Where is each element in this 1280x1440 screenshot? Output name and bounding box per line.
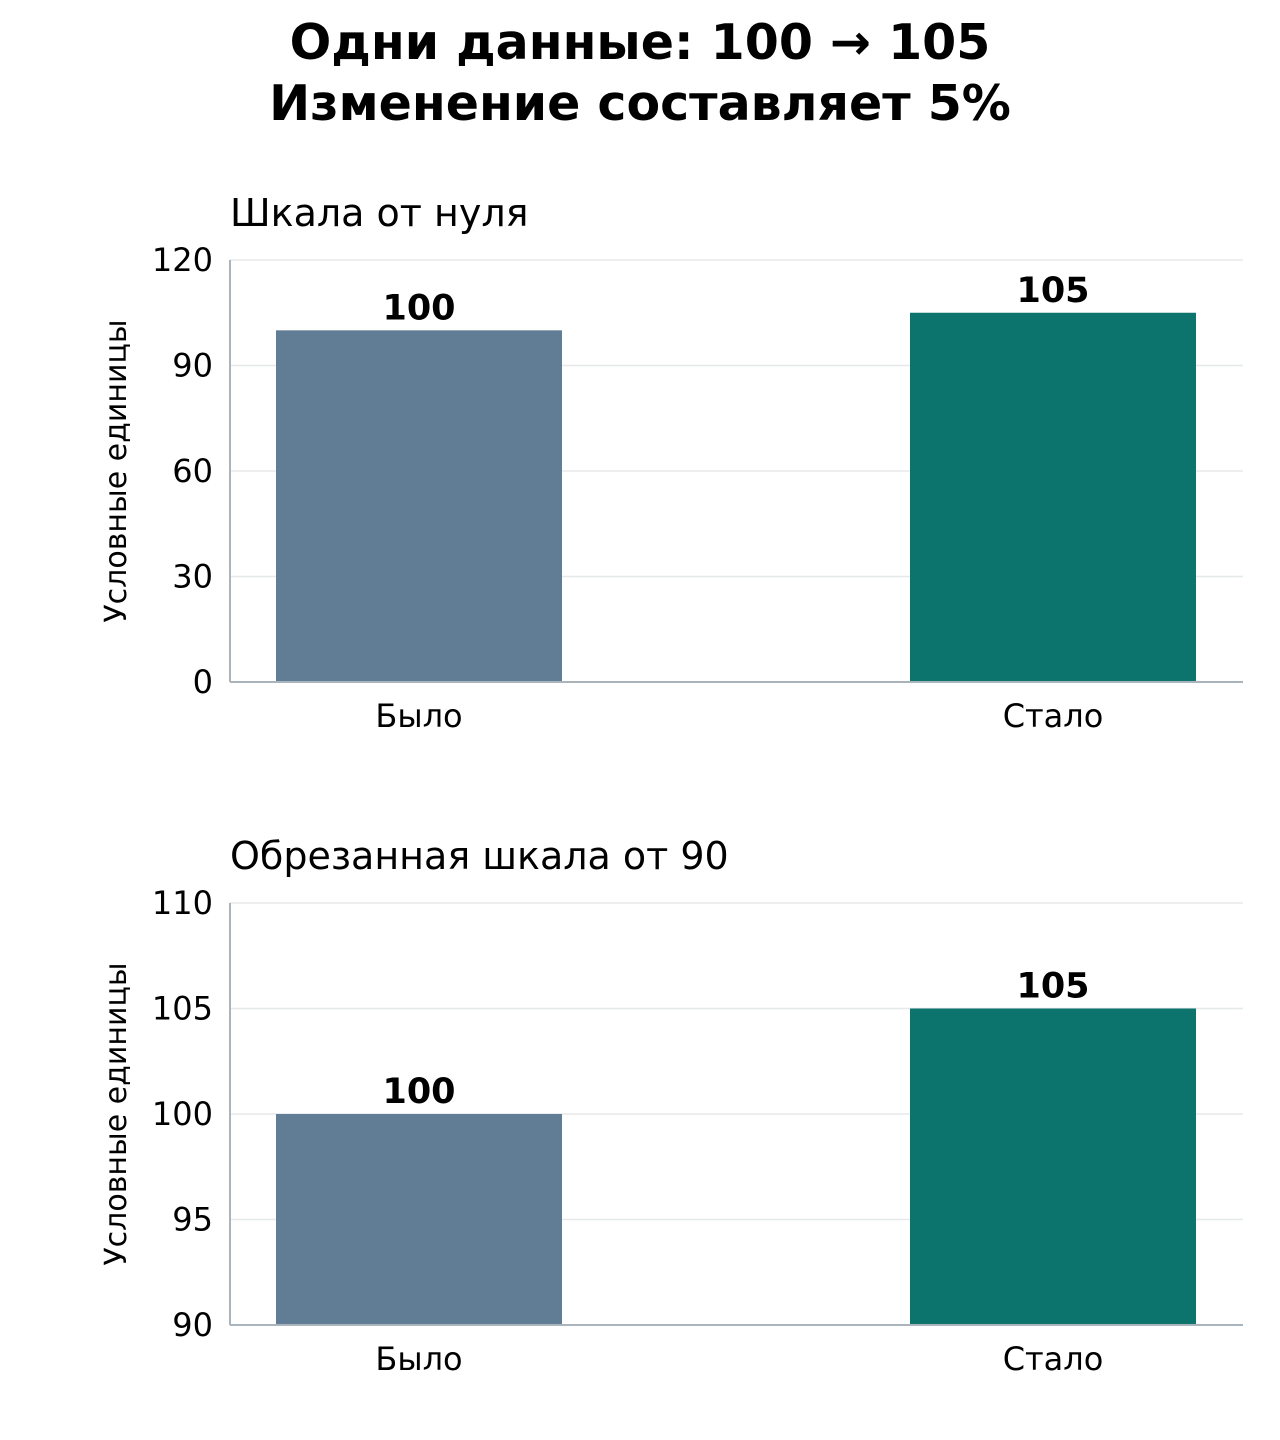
panel-zero-scale: Шкала от нуля 0 30 60 90 120 Условные единицы 1… (99, 191, 1243, 735)
bar-before (276, 330, 562, 682)
bar-before (276, 1114, 562, 1325)
panel-truncated-scale: Обрезанная шкала от 90 90 95 100 105 110 Услов… (99, 834, 1243, 1378)
bar-after (910, 312, 1196, 682)
y-tick-label: 105 (152, 990, 213, 1028)
bar-value-label: 105 (1016, 967, 1089, 1007)
y-tick-label: 100 (152, 1095, 213, 1133)
x-category-label: Стало (1003, 1340, 1104, 1378)
y-tick-label: 30 (172, 558, 213, 596)
subplot-title: Шкала от нуля (230, 191, 528, 235)
y-tick-label: 120 (152, 241, 213, 279)
bar-value-label: 105 (1016, 271, 1089, 311)
x-category-label: Было (375, 697, 462, 735)
y-axis-label: Условные единицы (99, 962, 134, 1265)
bar-after (910, 1008, 1196, 1325)
y-tick-label: 0 (193, 663, 213, 701)
y-tick-label: 60 (172, 452, 213, 490)
subplot-title: Обрезанная шкала от 90 (230, 834, 729, 878)
chart-suptitle-line-2: Изменение составляет 5% (269, 75, 1011, 132)
x-category-label: Было (375, 1340, 462, 1378)
x-category-label: Стало (1003, 697, 1104, 735)
y-axis-label: Условные единицы (99, 319, 134, 622)
y-tick-label: 110 (152, 884, 213, 922)
chart-suptitle-line-1: Одни данные: 100 → 105 (289, 14, 991, 71)
y-tick-label: 95 (172, 1201, 213, 1239)
y-tick-label: 90 (172, 1306, 213, 1344)
y-tick-label: 90 (172, 347, 213, 385)
bar-value-label: 100 (382, 1072, 455, 1112)
bar-value-label: 100 (382, 288, 455, 328)
